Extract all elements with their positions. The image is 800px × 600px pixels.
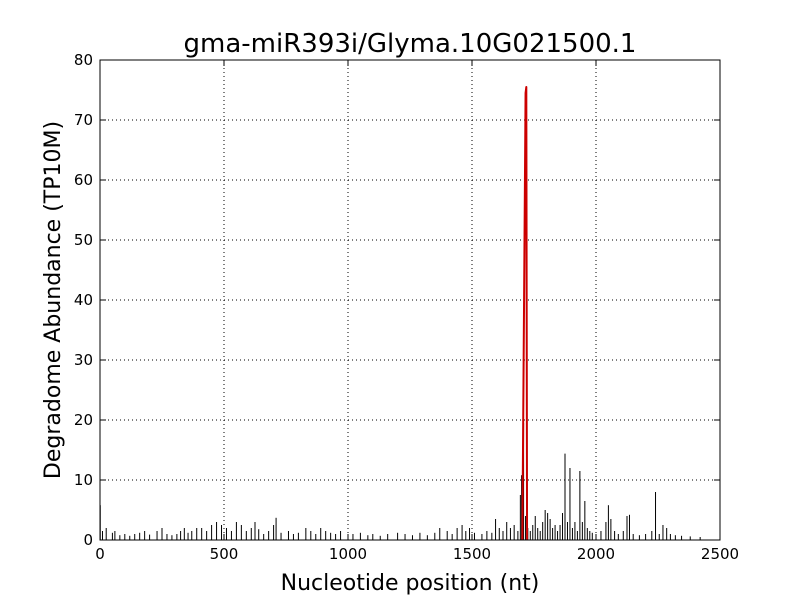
chart-title: gma-miR393i/Glyma.10G021500.1: [184, 29, 637, 59]
x-tick-label: 0: [95, 545, 105, 563]
x-tick-label: 500: [210, 545, 239, 563]
x-tick-label: 1500: [453, 545, 491, 563]
y-tick-label: 80: [74, 51, 93, 69]
y-tick-label: 30: [74, 351, 93, 369]
y-axis-label: Degradome Abundance (TP10M): [41, 121, 66, 479]
x-tick-label: 2000: [577, 545, 615, 563]
x-tick-label: 1000: [329, 545, 367, 563]
y-tick-label: 50: [74, 231, 93, 249]
y-tick-label: 10: [74, 471, 93, 489]
x-tick-label: 2500: [701, 545, 739, 563]
y-tick-label: 60: [74, 171, 93, 189]
y-tick-label: 20: [74, 411, 93, 429]
grid-lines: [100, 60, 720, 540]
target-site-peak: [521, 86, 529, 541]
y-tick-label: 40: [74, 291, 93, 309]
x-axis-label: Nucleotide position (nt): [281, 571, 540, 596]
y-tick-label: 70: [74, 111, 93, 129]
axes: [99, 59, 721, 541]
tick-labels: 0 500 1000 1500 2000 2500 0 10 20 30 40 50 60 70 80: [74, 51, 739, 563]
y-tick-label: 0: [83, 531, 93, 549]
plot-area: [99, 86, 701, 541]
